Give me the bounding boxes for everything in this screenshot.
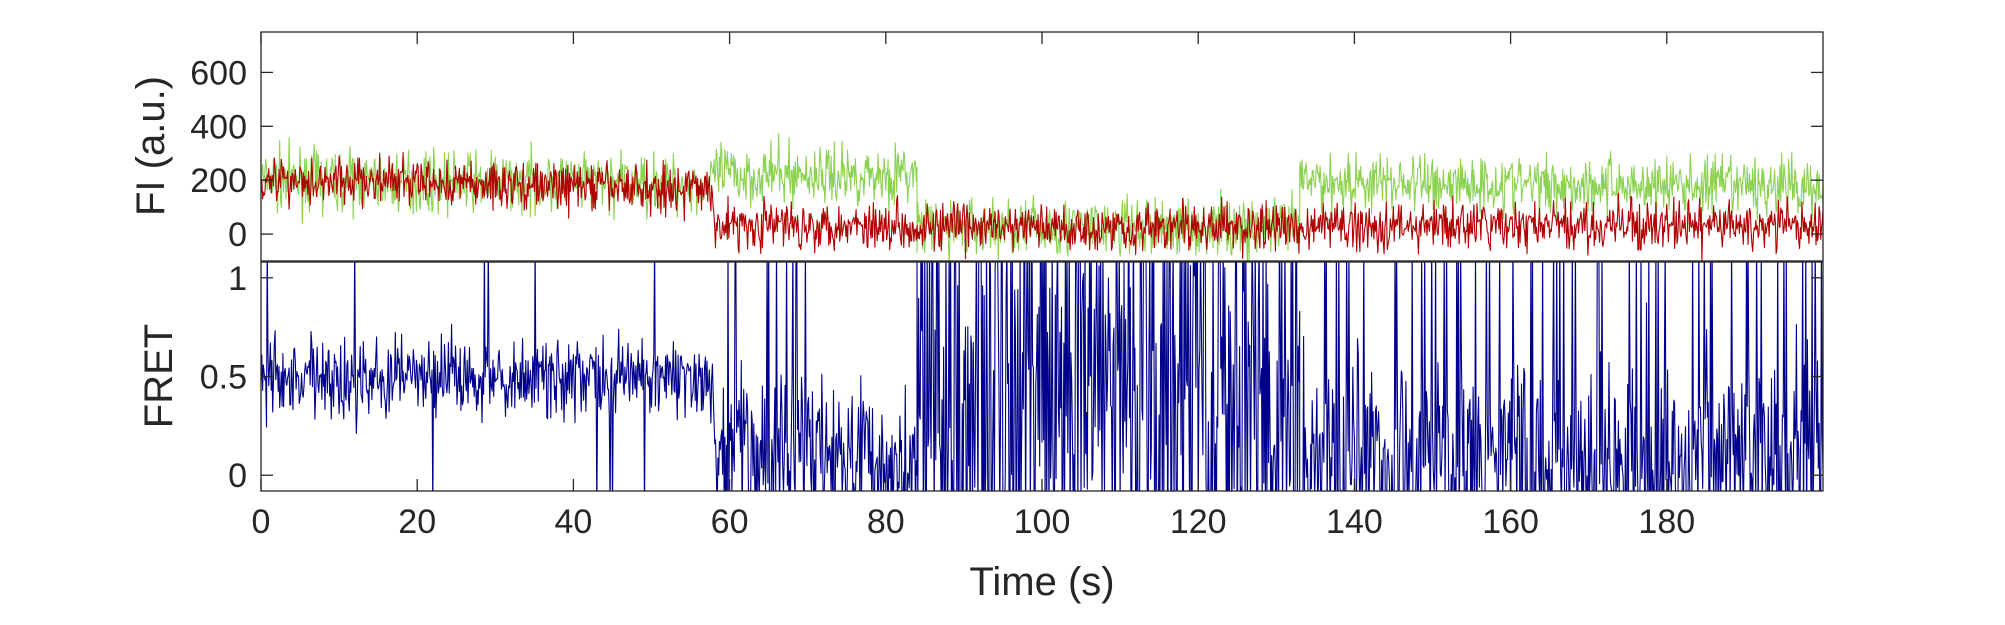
fluorescence-panel: 0 200 400 600 FI (a.u.) <box>129 31 1824 262</box>
x-tick-label: 80 <box>867 503 905 541</box>
time-x-ticks: 0 20 40 60 80 100 120 140 160 180 <box>252 32 1695 541</box>
y-tick-label: 400 <box>190 108 247 146</box>
x-tick-label: 60 <box>711 503 749 541</box>
x-tick-label: 140 <box>1326 503 1383 541</box>
series-acceptor <box>261 151 1823 261</box>
x-tick-label: 100 <box>1014 503 1071 541</box>
x-tick-label: 0 <box>252 503 271 541</box>
fluorescence-traces <box>261 132 1823 261</box>
x-tick-label: 160 <box>1482 503 1539 541</box>
fluorescence-y-ticks: 0 200 400 600 <box>190 54 1823 254</box>
series-FRET <box>261 262 1823 491</box>
y-tick-label: 1 <box>228 260 247 298</box>
y-tick-label: 0 <box>228 216 247 254</box>
fret-y-axis-label: FRET <box>137 324 181 428</box>
x-tick-label: 120 <box>1170 503 1227 541</box>
y-tick-label: 0 <box>228 457 247 495</box>
time-x-axis-label: Time (s) <box>969 560 1114 604</box>
y-tick-label: 600 <box>190 54 247 92</box>
x-tick-label: 180 <box>1638 503 1695 541</box>
fret-y-ticks: 00.51 <box>200 260 1823 495</box>
x-tick-label: 40 <box>554 503 592 541</box>
x-tick-label: 20 <box>398 503 436 541</box>
y-tick-label: 200 <box>190 162 247 200</box>
fluorescence-y-axis-label: FI (a.u.) <box>129 76 173 216</box>
fret-panel: 00.51 0 20 40 60 80 100 120 140 160 180 FRET Time… <box>137 32 1824 604</box>
y-tick-label: 0.5 <box>200 359 247 397</box>
fret-trace <box>261 262 1823 491</box>
